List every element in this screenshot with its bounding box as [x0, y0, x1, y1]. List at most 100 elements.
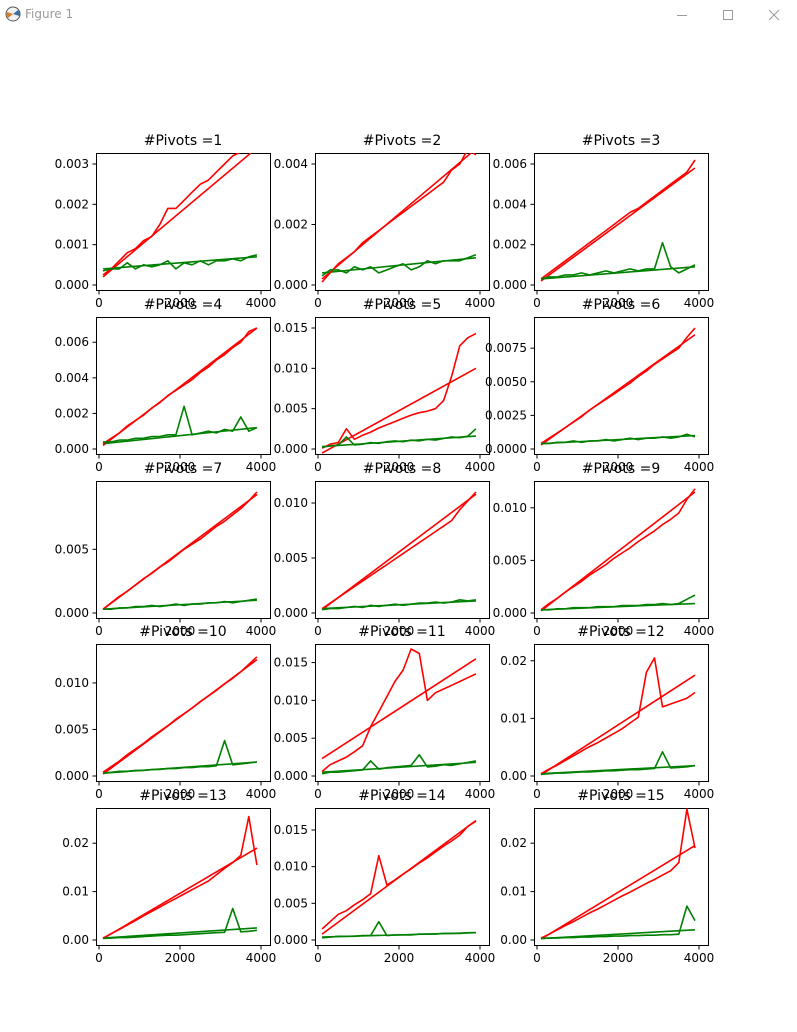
plot-area: [540, 808, 696, 940]
axes-frame: [534, 644, 709, 782]
x-tick-label: 4000: [465, 296, 496, 310]
y-tick-label: 0.010: [55, 676, 89, 690]
y-tick-label: 0.002: [493, 238, 527, 252]
subplot-title: #Pivots =15: [577, 788, 664, 804]
y-tick-label: 0.02: [500, 654, 527, 668]
green-series-line: [321, 428, 477, 449]
axes-frame: [315, 317, 490, 455]
subplot: 0 2000 4000 0.000 0.005 0.010 #Pivots =9: [493, 461, 715, 638]
x-tick-label: 2000: [384, 951, 415, 965]
plot-area: [540, 657, 696, 776]
y-tick-label: 0.02: [62, 836, 89, 850]
green-series-line: [322, 920, 476, 939]
axes-frame: [96, 153, 271, 291]
y-tick-label: 0.010: [274, 361, 308, 375]
red-series-line: [321, 820, 477, 930]
x-tick-label: 0: [533, 296, 541, 310]
maximize-button[interactable]: [705, 0, 751, 30]
plot-area: [321, 153, 477, 283]
subplot: 0 2000 4000 0.000 0.005 0.010 #Pivots =10: [55, 624, 277, 801]
red-series-line: [321, 648, 477, 773]
plot-area: [321, 332, 477, 454]
axes-frame: [96, 644, 271, 782]
subplot-title: #Pivots =6: [582, 297, 661, 313]
red-series-line: [102, 491, 258, 610]
x-tick-label: 4000: [246, 787, 277, 801]
red-series-line: [540, 159, 696, 280]
y-tick-label: 0.01: [500, 711, 527, 725]
y-tick-label: 0.005: [55, 542, 89, 556]
subplot: 0 2000 4000 0.000 0.005 0.010 0.015 #Pivots =5: [274, 297, 496, 474]
subplot: 0 2000 4000 0.00 0.01 0.02 #Pivots =12: [500, 624, 714, 801]
red-series-line: [540, 327, 696, 445]
x-tick-label: 4000: [465, 460, 496, 474]
x-tick-label: 4000: [465, 951, 496, 965]
y-tick-label: 0.001: [55, 238, 89, 252]
y-tick-label: 0.005: [274, 551, 308, 565]
y-tick-label: 0.002: [55, 197, 89, 211]
green-series-line: [321, 753, 477, 775]
red-series-line: [102, 153, 241, 276]
subplot-title: #Pivots =5: [363, 297, 441, 313]
axes-frame: [315, 153, 490, 291]
x-tick-label: 4000: [246, 296, 277, 310]
y-tick-label: 0.004: [274, 157, 308, 171]
y-tick-label: 0.015: [274, 321, 308, 335]
subplot-title: #Pivots =2: [363, 133, 441, 149]
plot-area: [540, 159, 696, 282]
plot-area: [321, 819, 477, 939]
x-tick-label: 0: [314, 787, 322, 801]
y-tick-label: 0.02: [500, 836, 527, 850]
x-tick-label: 0: [95, 624, 103, 638]
y-tick-label: 0.000: [274, 278, 308, 292]
subplot: 0 2000 4000 0.0000 0.0025 0.0050 0.0075 #Pivots…: [485, 297, 714, 474]
green-series-line: [541, 433, 696, 445]
y-tick-label: 0.005: [274, 731, 308, 745]
plot-area: [102, 815, 258, 940]
subplot-title: #Pivots =12: [577, 624, 664, 640]
x-tick-label: 2000: [603, 460, 634, 474]
green-series-line: [541, 594, 696, 611]
plot-area: [102, 153, 258, 278]
y-tick-label: 0.000: [55, 278, 89, 292]
x-tick-label: 2000: [384, 624, 415, 638]
x-tick-label: 0: [95, 296, 103, 310]
axes-frame: [315, 644, 490, 782]
subplot-title: #Pivots =10: [139, 624, 226, 640]
y-tick-label: 0.00: [500, 933, 527, 947]
y-tick-label: 0.00: [62, 933, 89, 947]
x-tick-label: 4000: [246, 460, 277, 474]
subplot: 0 2000 4000 0.000 0.005 0.010 #Pivots =8: [274, 461, 496, 638]
y-tick-label: 0.000: [274, 606, 308, 620]
minimize-button[interactable]: [659, 0, 705, 30]
x-tick-label: 0: [314, 296, 322, 310]
axes-frame: [534, 317, 709, 455]
subplot: 0 2000 4000 0.000 0.005 0.010 0.015 #Pivots =14: [274, 788, 496, 965]
x-tick-label: 4000: [684, 460, 715, 474]
subplot-title: #Pivots =4: [144, 297, 223, 313]
y-tick-label: 0.000: [493, 606, 527, 620]
subplot: 0 2000 4000 0.000 0.002 0.004 0.006 #Pivots =4: [55, 297, 277, 474]
x-tick-label: 4000: [684, 787, 715, 801]
x-tick-label: 2000: [603, 296, 634, 310]
green-series-line: [321, 598, 477, 611]
x-tick-label: 0: [533, 951, 541, 965]
y-tick-label: 0.000: [55, 606, 89, 620]
x-tick-label: 2000: [165, 787, 196, 801]
close-button[interactable]: [751, 0, 797, 30]
y-tick-label: 0.00: [500, 769, 527, 783]
close-icon: [768, 9, 780, 21]
x-tick-label: 0: [533, 624, 541, 638]
x-tick-label: 2000: [165, 460, 196, 474]
red-fit-line: [321, 658, 477, 760]
y-tick-label: 0.000: [274, 933, 308, 947]
green-series-line: [540, 905, 696, 940]
plot-area: [540, 327, 696, 446]
subplot-title: #Pivots =7: [144, 461, 222, 477]
green-fit-line: [540, 266, 696, 280]
y-tick-label: 0.010: [493, 501, 527, 515]
x-tick-label: 2000: [603, 624, 634, 638]
y-tick-label: 0.006: [493, 157, 527, 171]
y-tick-label: 0.006: [55, 335, 89, 349]
